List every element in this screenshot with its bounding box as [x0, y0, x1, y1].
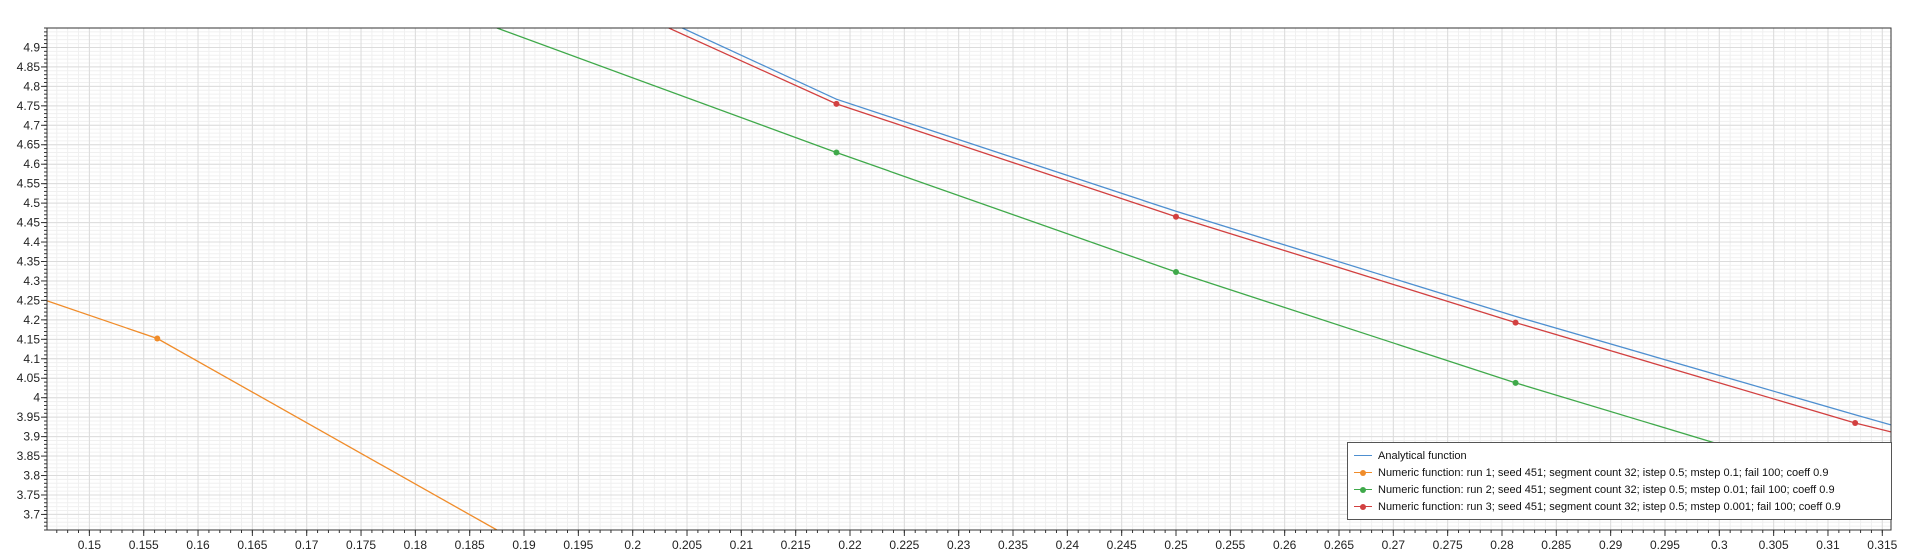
data-point: [1512, 379, 1519, 386]
legend-line: [1354, 455, 1372, 456]
data-point: [154, 335, 161, 342]
x-tick-label: 0.195: [563, 538, 593, 552]
data-point: [1512, 319, 1519, 326]
y-tick-label: 3.95: [17, 410, 41, 424]
x-tick-label: 0.21: [730, 538, 754, 552]
x-tick-label: 0.23: [947, 538, 971, 552]
legend-label: Analytical function: [1378, 449, 1467, 462]
x-tick-label: 0.2: [624, 538, 641, 552]
data-point: [1173, 268, 1180, 275]
y-tick-label: 4.9: [23, 40, 40, 54]
legend-item: Numeric function: run 2; seed 451; segme…: [1354, 481, 1885, 498]
x-tick-label: 0.305: [1759, 538, 1789, 552]
legend-swatch-icon: [1354, 451, 1372, 461]
legend-label: Numeric function: run 1; seed 451; segme…: [1378, 466, 1829, 479]
y-tick-label: 4: [33, 391, 40, 405]
legend-swatch-icon: [1354, 485, 1372, 495]
x-tick-label: 0.16: [186, 538, 210, 552]
x-tick-label: 0.165: [237, 538, 267, 552]
y-tick-label: 4.5: [23, 196, 40, 210]
x-tick-label: 0.19: [512, 538, 536, 552]
x-tick-label: 0.295: [1650, 538, 1680, 552]
y-tick-label: 3.8: [23, 469, 40, 483]
x-tick-label: 0.25: [1164, 538, 1188, 552]
x-tick-label: 0.205: [672, 538, 702, 552]
data-point: [833, 149, 840, 156]
axis-layer: 0.15 0.155 0.16 0.165 0.17 0.175 0.18 0.185 0.19…: [17, 27, 1898, 552]
legend-swatch-icon: [1354, 502, 1372, 512]
x-tick-label: 0.29: [1599, 538, 1623, 552]
series-line-2: [47, 300, 498, 530]
y-tick-label: 4.3: [23, 274, 40, 288]
x-tick-label: 0.26: [1273, 538, 1297, 552]
y-tick-label: 4.1: [23, 352, 40, 366]
series-clip-group: [47, 28, 1891, 530]
x-tick-label: 0.27: [1382, 538, 1406, 552]
y-tick-label: 4.65: [17, 138, 41, 152]
y-tick-label: 3.9: [23, 430, 40, 444]
y-tick-label: 3.85: [17, 449, 41, 463]
series-layer: [47, 28, 1891, 530]
x-tick-label: 0.215: [781, 538, 811, 552]
x-tick-label: 0.31: [1816, 538, 1840, 552]
y-tick-label: 4.15: [17, 332, 41, 346]
y-tick-label: 4.05: [17, 371, 41, 385]
legend-label: Numeric function: run 3; seed 451; segme…: [1378, 500, 1841, 513]
x-tick-label: 0.225: [889, 538, 919, 552]
legend-swatch-icon: [1354, 468, 1372, 478]
y-tick-label: 4.7: [23, 118, 40, 132]
y-tick-label: 3.7: [23, 507, 40, 521]
y-tick-label: 4.85: [17, 60, 41, 74]
x-tick-label: 0.275: [1433, 538, 1463, 552]
legend: Analytical function Numeric function: ru…: [1347, 442, 1892, 520]
x-tick-label: 0.18: [404, 538, 428, 552]
x-tick-label: 0.265: [1324, 538, 1354, 552]
x-tick-label: 0.235: [998, 538, 1028, 552]
series-line-4: [667, 28, 1891, 433]
x-tick-label: 0.17: [295, 538, 319, 552]
x-tick-label: 0.28: [1490, 538, 1514, 552]
x-tick-label: 0.315: [1867, 538, 1897, 552]
x-tick-label: 0.22: [838, 538, 862, 552]
x-tick-label: 0.15: [78, 538, 102, 552]
y-tick-label: 4.8: [23, 79, 40, 93]
y-tick-label: 4.2: [23, 313, 40, 327]
y-tick-label: 4.4: [23, 235, 40, 249]
x-tick-label: 0.155: [129, 538, 159, 552]
y-tick-label: 4.75: [17, 99, 41, 113]
legend-item: Analytical function: [1354, 447, 1885, 464]
x-tick-label: 0.3: [1711, 538, 1728, 552]
legend-marker: [1360, 469, 1366, 476]
y-tick-label: 4.6: [23, 157, 40, 171]
x-tick-label: 0.245: [1107, 538, 1137, 552]
y-tick-label: 4.55: [17, 177, 41, 191]
y-tick-label: 4.25: [17, 293, 41, 307]
y-tick-label: 4.35: [17, 254, 41, 268]
x-tick-label: 0.24: [1056, 538, 1080, 552]
data-point: [1173, 213, 1180, 220]
x-tick-label: 0.185: [455, 538, 485, 552]
x-tick-label: 0.285: [1541, 538, 1571, 552]
legend-marker: [1360, 503, 1366, 510]
y-tick-label: 3.75: [17, 488, 41, 502]
data-point: [1852, 419, 1859, 426]
legend-item: Numeric function: run 1; seed 451; segme…: [1354, 464, 1885, 481]
x-tick-label: 0.175: [346, 538, 376, 552]
legend-marker: [1360, 486, 1366, 493]
x-tick-label: 0.255: [1215, 538, 1245, 552]
series-line-1: [680, 28, 1891, 426]
y-tick-label: 4.45: [17, 216, 41, 230]
data-point: [833, 100, 840, 107]
plot-frame: [46, 27, 1892, 531]
legend-item: Numeric function: run 3; seed 451; segme…: [1354, 498, 1885, 515]
legend-label: Numeric function: run 2; seed 451; segme…: [1378, 483, 1835, 496]
